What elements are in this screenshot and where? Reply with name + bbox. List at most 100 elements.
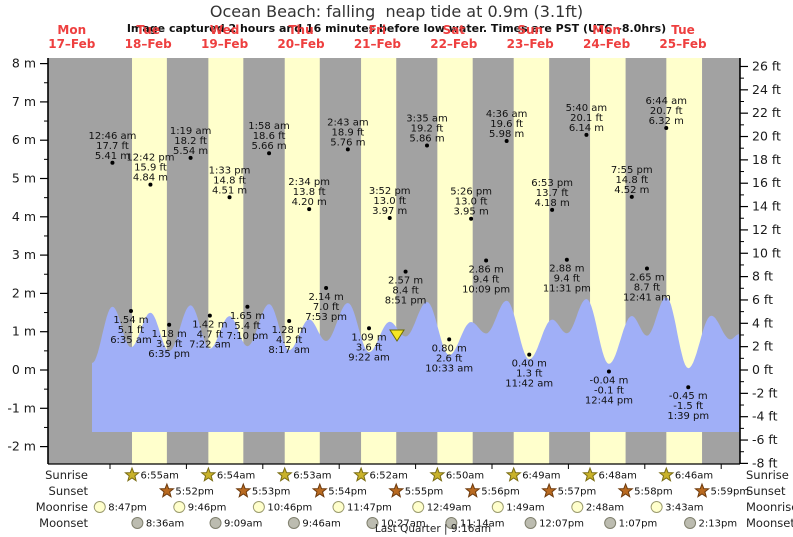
moonset-time: 9:09am [224, 519, 262, 530]
tide-low-label: 8:51 pm [385, 296, 427, 307]
moonset-circle-icon [445, 517, 458, 529]
tide-event-dot [307, 207, 312, 212]
tide-low-label: 2.86 m [469, 264, 504, 275]
tide-low-label: 8.7 ft [634, 283, 660, 294]
tide-low-label: 1.18 m [152, 329, 187, 340]
tide-event-dot [287, 318, 292, 323]
sunset-time: 5:58pm [634, 487, 673, 498]
tide-high-label: 15.9 ft [134, 163, 167, 174]
tide-high-label: 5.86 m [409, 134, 444, 145]
tide-high-label: 4.51 m [212, 185, 247, 196]
y-axis-label-ft: 10 ft [752, 245, 781, 260]
moonrise-circle-icon [650, 501, 663, 513]
tide-high-label: 13.7 ft [536, 188, 569, 199]
y-axis-label-m: 1 m [12, 324, 36, 339]
moonset-circle-icon [287, 517, 300, 529]
tide-low-label: 8.4 ft [392, 286, 418, 297]
y-axis-label-ft: 4 ft [752, 315, 773, 330]
day-date: 23–Feb [507, 37, 555, 51]
tide-low-label: 4.7 ft [197, 330, 223, 341]
tide-low-label: 11:31 pm [543, 284, 591, 295]
tide-event-dot [345, 147, 350, 152]
moonset-circle-icon [524, 517, 537, 529]
day-date: 25–Feb [659, 37, 707, 51]
tide-low-label: 5.1 ft [118, 325, 144, 336]
tide-event-dot [245, 304, 250, 309]
day-labels: Mon17–FebTue18–FebWed19–FebThu20–FebFri2… [48, 23, 707, 51]
day-date: 18–Feb [125, 37, 173, 51]
row-label-right-sunset: Sunset [746, 484, 786, 498]
moonrise-time: 10:46pm [267, 503, 312, 514]
tide-low-label: 3.9 ft [156, 339, 182, 350]
tide-low-label: -0.45 m [669, 391, 708, 402]
tide-event-dot [128, 309, 133, 314]
moonrise-time: 2:48am [586, 503, 624, 514]
moonrise-circle-icon [491, 501, 504, 513]
tide-low-label: -1.5 ft [673, 401, 703, 412]
sunset-star-icon [541, 482, 558, 498]
day-name: Sun [517, 23, 543, 37]
moonrise-time: 3:43am [665, 503, 703, 514]
tide-event-dot [644, 266, 649, 271]
tide-low-label: 4.2 ft [276, 335, 302, 346]
tide-event-dot [167, 322, 172, 327]
y-axis-label-m: 7 m [12, 94, 36, 109]
tide-event-dot [403, 269, 408, 274]
sunset-time: 5:54pm [328, 487, 367, 498]
moonset-time: 2:13pm [699, 519, 738, 530]
day-date: 17–Feb [48, 37, 96, 51]
moonset-circle-icon [209, 517, 222, 529]
tide-high-label: 20.1 ft [570, 113, 603, 124]
moonrise-circle-icon [173, 501, 186, 513]
day-date: 24–Feb [583, 37, 631, 51]
y-axis-label-m: 5 m [12, 171, 36, 186]
tide-high-label: 5.66 m [251, 141, 286, 152]
tide-low-label: 1.28 m [272, 325, 307, 336]
tide-event-dot [267, 151, 272, 156]
y-axis-label-m: -1 m [7, 400, 36, 415]
tide-event-dot [686, 385, 691, 390]
tide-high-label: 6.32 m [649, 116, 684, 127]
tide-event-dot [584, 132, 589, 137]
y-axis-label-ft: 22 ft [752, 105, 781, 120]
sunset-time: 5:53pm [252, 487, 291, 498]
tide-low-label: 7:10 pm [227, 331, 269, 342]
y-axis-label-ft: 26 ft [752, 58, 781, 73]
tide-high-label: 14.8 ft [213, 175, 246, 186]
tide-event-dot [550, 207, 555, 212]
sunset-time: 5:52pm [175, 487, 214, 498]
y-axis-label-ft: 8 ft [752, 269, 773, 284]
sunset-time: 5:56pm [481, 487, 520, 498]
tide-event-dot [425, 143, 430, 148]
tide-high-label: 2:43 am [327, 117, 369, 128]
astro-rows: Sunrise Sunrise 6:55am 6:54am 6:53am 6:52am 6:… [36, 466, 793, 530]
tide-low-label: 9.4 ft [554, 274, 580, 285]
tide-high-label: 4.20 m [292, 197, 327, 208]
tide-high-label: 5.41 m [95, 151, 130, 162]
sunset-star-icon [235, 482, 252, 498]
day-date: 20–Feb [277, 37, 325, 51]
y-axis-label-ft: -8 ft [752, 455, 778, 470]
moonrise-circle-icon [412, 501, 425, 513]
sunset-star-icon [694, 482, 711, 498]
tide-high-label: 19.2 ft [411, 124, 444, 135]
moonrise-circle-icon [332, 501, 345, 513]
day-date: 22–Feb [430, 37, 478, 51]
tide-high-label: 3.97 m [372, 206, 407, 217]
tide-high-label: 14.8 ft [615, 175, 648, 186]
sunset-star-icon [388, 482, 405, 498]
tide-high-label: 2:34 pm [288, 177, 330, 188]
row-label-left-sunrise: Sunrise [45, 468, 88, 482]
y-axis-label-ft: 14 ft [752, 199, 781, 214]
row-label-left-moonset: Moonset [39, 516, 88, 530]
tide-event-dot [110, 160, 115, 165]
sunrise-time: 6:54am [217, 471, 255, 482]
day-name: Sat [443, 23, 466, 37]
tide-high-label: 13.8 ft [293, 187, 326, 198]
moonset-time: 12:07pm [539, 519, 584, 530]
day-date: 19–Feb [201, 37, 249, 51]
sunrise-time: 6:46am [675, 471, 713, 482]
y-axis-label-ft: 18 ft [752, 152, 781, 167]
tide-high-label: 18.2 ft [174, 136, 207, 147]
